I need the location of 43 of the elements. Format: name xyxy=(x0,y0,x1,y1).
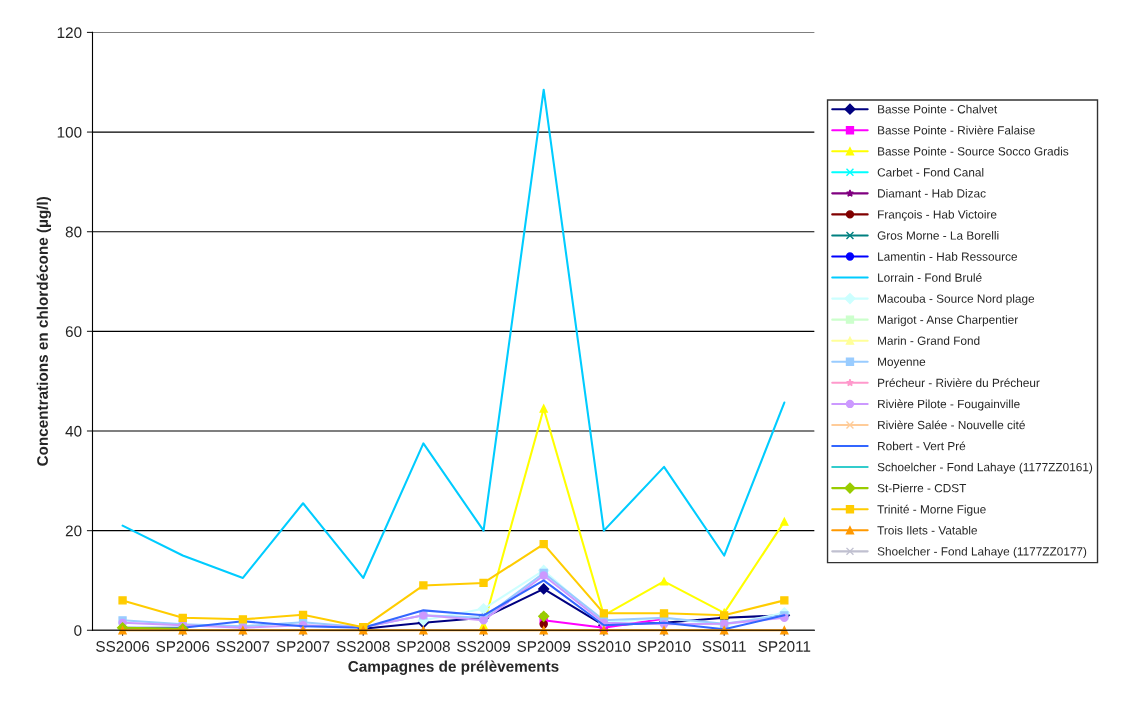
legend-label: Schoelcher - Fond Lahaye (1177ZZ0161) xyxy=(877,462,1093,474)
x-tick-label: SS2010 xyxy=(577,641,631,652)
legend-label: St-Pierre - CDST xyxy=(877,483,967,493)
y-tick-label: 100 xyxy=(57,126,82,138)
x-tick-label: SP2010 xyxy=(637,641,691,652)
y-tick-label: 0 xyxy=(74,625,82,636)
legend-label: François - Hab Victoire xyxy=(878,209,997,222)
legend-label: Trois Ilets - Vatable xyxy=(877,525,977,535)
legend-label: Macouba - Source Nord plage xyxy=(878,294,1035,306)
x-axis-title: Campagnes de prélèvements xyxy=(348,660,559,675)
legend-label: Précheur - Rivière du Précheur xyxy=(878,378,1040,388)
y-axis-title: Concentrations en chlordécone (µg/l) xyxy=(36,196,52,466)
legend-label: Marigot - Anse Charpentier xyxy=(878,315,1019,327)
legend-label: Carbet - Fond Canal xyxy=(877,167,984,177)
legend-label: Basse Pointe - Chalvet xyxy=(878,104,998,114)
y-tick-label: 80 xyxy=(65,226,82,238)
legend-label: Robert - Vert Pré xyxy=(878,441,966,451)
x-tick-label: SP2006 xyxy=(156,641,210,652)
x-tick-label: SS2008 xyxy=(336,641,390,652)
legend-label: Shoelcher - Fond Lahaye (1177ZZ0177) xyxy=(877,546,1087,558)
x-tick-label: SS2006 xyxy=(96,641,150,652)
legend-label: Basse Pointe - Source Socco Gradis xyxy=(878,146,1069,156)
x-tick-label: SP2011 xyxy=(758,641,811,652)
x-tick-label: SP2008 xyxy=(396,641,450,652)
legend-label: Lamentin - Hab Ressource xyxy=(878,252,1018,261)
x-tick-label: SS2009 xyxy=(457,641,510,652)
legend-label: Marin - Grand Fond xyxy=(878,336,980,345)
y-tick-label: 20 xyxy=(65,525,82,537)
legend-label: Diamant - Hab Dizac xyxy=(878,188,986,198)
legend-label: Rivière Pilote - Fougainville xyxy=(878,399,1020,411)
legend-label: Gros Morne - La Borelli xyxy=(877,231,999,240)
legend-label: Rivière Salée - Nouvelle cité xyxy=(878,420,1025,430)
legend-label: Basse Pointe - Rivière Falaise xyxy=(878,125,1035,135)
legend-label: Lorrain - Fond Brulé xyxy=(878,273,982,282)
y-tick-label: 60 xyxy=(65,326,82,338)
legend-label: Trinité - Morne Figue xyxy=(877,504,986,516)
x-tick-label: SS2007 xyxy=(216,641,270,652)
x-tick-label: SP2009 xyxy=(517,641,571,652)
y-tick-label: 120 xyxy=(57,27,82,39)
x-tick-label: SP2007 xyxy=(276,641,330,652)
y-tick-label: 40 xyxy=(65,425,82,437)
x-tick-label: SS011 xyxy=(702,641,746,652)
legend-label: Moyenne xyxy=(878,357,926,369)
